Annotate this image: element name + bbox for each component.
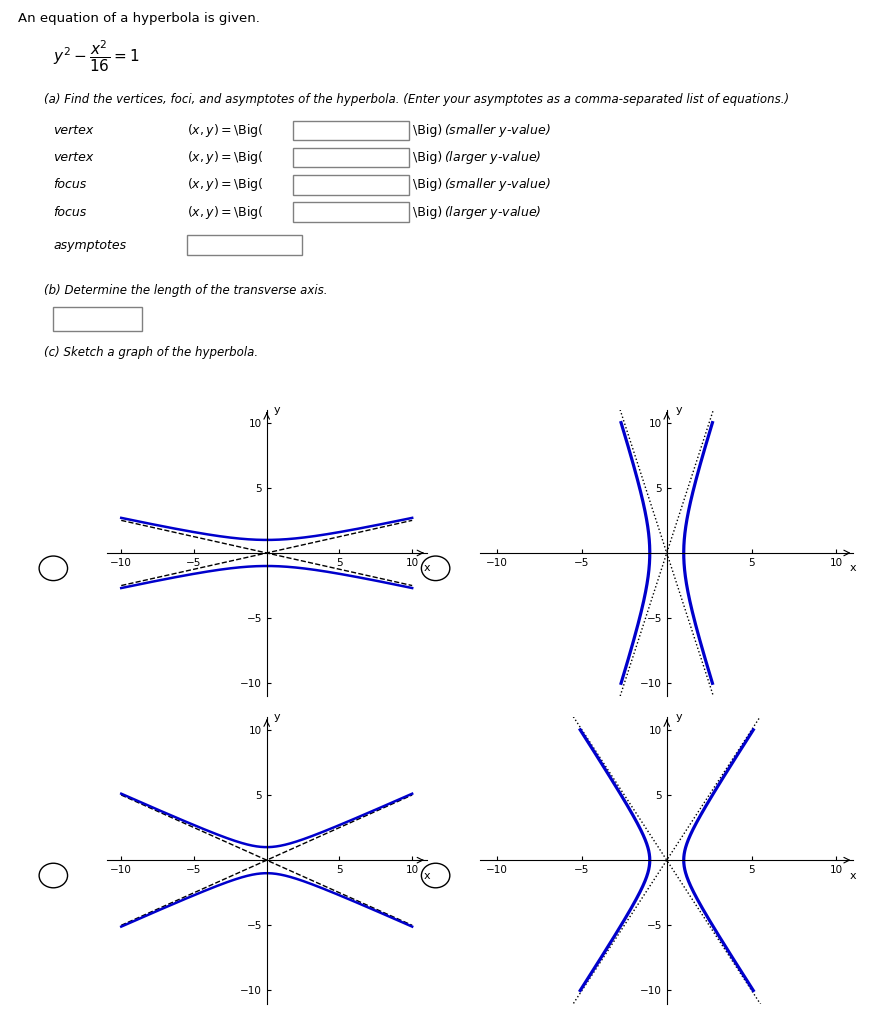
Text: y: y [274, 404, 281, 415]
Text: y: y [274, 712, 281, 722]
Text: (c) Sketch a graph of the hyperbola.: (c) Sketch a graph of the hyperbola. [44, 346, 259, 359]
Text: (b) Determine the length of the transverse axis.: (b) Determine the length of the transver… [44, 284, 328, 297]
Text: (a) Find the vertices, foci, and asymptotes of the hyperbola. (Enter your asympt: (a) Find the vertices, foci, and asympto… [44, 93, 789, 106]
Text: y: y [676, 404, 682, 415]
Text: \Big): \Big) [413, 178, 443, 191]
Text: x: x [850, 563, 857, 573]
Text: vertex: vertex [53, 152, 93, 164]
FancyBboxPatch shape [293, 147, 409, 167]
Text: asymptotes: asymptotes [53, 239, 126, 252]
Text: x: x [423, 870, 430, 881]
Text: (smaller $y$-value): (smaller $y$-value) [444, 176, 551, 194]
FancyBboxPatch shape [293, 203, 409, 222]
FancyBboxPatch shape [187, 236, 302, 255]
Text: An equation of a hyperbola is given.: An equation of a hyperbola is given. [18, 11, 260, 25]
Text: x: x [850, 870, 857, 881]
Text: (larger $y$-value): (larger $y$-value) [444, 204, 542, 220]
FancyBboxPatch shape [293, 121, 409, 140]
Text: $(x, y) = $\Big(: $(x, y) = $\Big( [187, 122, 263, 139]
Text: $(x, y) = $\Big(: $(x, y) = $\Big( [187, 176, 263, 194]
Text: vertex: vertex [53, 124, 93, 137]
FancyBboxPatch shape [53, 307, 142, 331]
Text: focus: focus [53, 206, 86, 218]
Text: \Big): \Big) [413, 124, 443, 137]
Text: $y^2 - \dfrac{x^2}{16} = 1$: $y^2 - \dfrac{x^2}{16} = 1$ [53, 39, 140, 75]
Text: $(x, y) = $\Big(: $(x, y) = $\Big( [187, 150, 263, 166]
Text: y: y [676, 712, 682, 722]
Text: \Big): \Big) [413, 206, 443, 218]
Text: x: x [423, 563, 430, 573]
Text: \Big): \Big) [413, 152, 443, 164]
Text: (larger $y$-value): (larger $y$-value) [444, 150, 542, 166]
Text: $(x, y) = $\Big(: $(x, y) = $\Big( [187, 204, 263, 220]
FancyBboxPatch shape [293, 175, 409, 195]
Text: (smaller $y$-value): (smaller $y$-value) [444, 122, 551, 139]
Text: focus: focus [53, 178, 86, 191]
